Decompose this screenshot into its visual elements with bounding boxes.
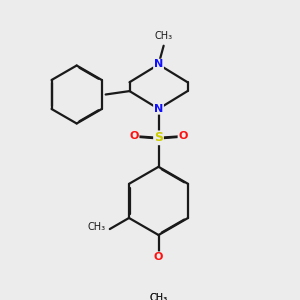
Text: CH₃: CH₃ [154, 31, 173, 40]
Text: N: N [154, 59, 163, 70]
Text: O: O [129, 131, 139, 141]
Text: CH₃: CH₃ [88, 222, 106, 232]
Text: CH₃: CH₃ [149, 292, 167, 300]
Text: N: N [154, 104, 163, 114]
Text: CH₃: CH₃ [150, 292, 168, 300]
Text: O: O [178, 131, 188, 141]
Text: S: S [154, 131, 163, 144]
Text: O: O [154, 252, 163, 262]
